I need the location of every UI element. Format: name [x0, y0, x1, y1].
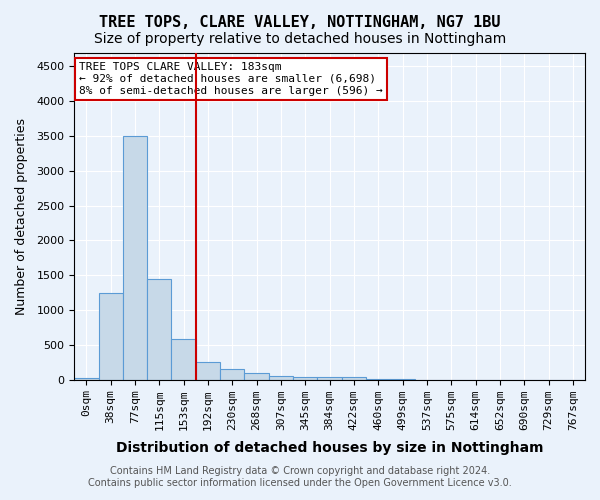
Bar — [220, 369, 244, 380]
Bar — [317, 377, 342, 380]
X-axis label: Distribution of detached houses by size in Nottingham: Distribution of detached houses by size … — [116, 441, 544, 455]
Text: TREE TOPS, CLARE VALLEY, NOTTINGHAM, NG7 1BU: TREE TOPS, CLARE VALLEY, NOTTINGHAM, NG7… — [99, 15, 501, 30]
Bar — [269, 376, 293, 380]
Bar — [98, 292, 123, 380]
Text: Size of property relative to detached houses in Nottingham: Size of property relative to detached ho… — [94, 32, 506, 46]
Bar — [123, 136, 147, 380]
Bar — [172, 340, 196, 380]
Bar — [147, 278, 172, 380]
Text: TREE TOPS CLARE VALLEY: 183sqm
← 92% of detached houses are smaller (6,698)
8% o: TREE TOPS CLARE VALLEY: 183sqm ← 92% of … — [79, 62, 383, 96]
Bar — [293, 377, 317, 380]
Bar — [244, 374, 269, 380]
Y-axis label: Number of detached properties: Number of detached properties — [15, 118, 28, 314]
Bar — [342, 377, 366, 380]
Bar — [74, 378, 98, 380]
Bar — [196, 362, 220, 380]
Text: Contains HM Land Registry data © Crown copyright and database right 2024.
Contai: Contains HM Land Registry data © Crown c… — [88, 466, 512, 487]
